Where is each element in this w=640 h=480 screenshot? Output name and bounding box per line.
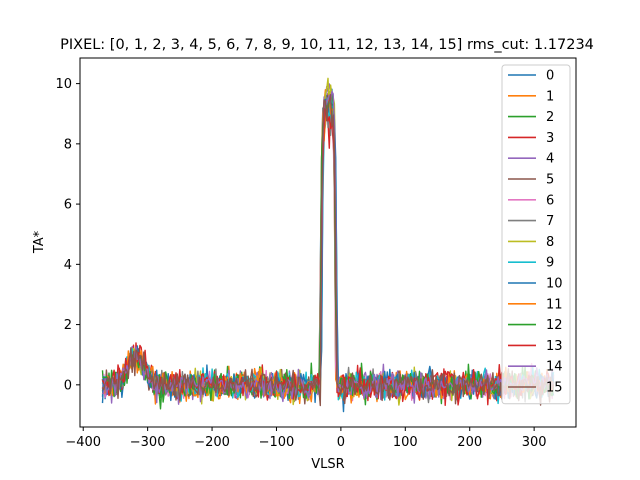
y-tick-label: 6 bbox=[64, 198, 72, 213]
legend-entry: 11 bbox=[546, 297, 563, 312]
x-tick-label: −300 bbox=[130, 435, 166, 450]
y-tick-label: 2 bbox=[64, 318, 72, 333]
legend-entry: 4 bbox=[546, 152, 554, 167]
y-axis: 0 2 4 6 8 10 bbox=[55, 77, 80, 393]
legend-entry: 3 bbox=[546, 131, 554, 146]
y-tick-label: 8 bbox=[64, 137, 72, 152]
legend-box bbox=[501, 64, 571, 405]
legend-entry: 1 bbox=[546, 89, 554, 104]
y-tick-label: 4 bbox=[64, 258, 72, 273]
legend-entry: 2 bbox=[546, 110, 554, 125]
legend-entry: 15 bbox=[546, 381, 563, 396]
x-axis-label: VLSR bbox=[311, 457, 344, 472]
x-tick-label: 100 bbox=[393, 435, 418, 450]
y-axis-label: TA* bbox=[32, 230, 47, 254]
legend-entry: 7 bbox=[546, 214, 554, 229]
y-tick-label: 10 bbox=[55, 77, 72, 92]
y-tick-label: 0 bbox=[64, 378, 72, 393]
legend-entry: 0 bbox=[546, 69, 554, 84]
legend-entry: 8 bbox=[546, 235, 554, 250]
plot-frame bbox=[79, 57, 577, 428]
chart-title: PIXEL: [0, 1, 2, 3, 4, 5, 6, 7, 8, 9, 10… bbox=[60, 37, 594, 53]
legend-entry: 12 bbox=[546, 318, 563, 333]
x-tick-label: −400 bbox=[65, 435, 101, 450]
x-tick-label: 200 bbox=[457, 435, 482, 450]
legend-entry: 6 bbox=[546, 193, 554, 208]
legend-entry: 5 bbox=[546, 173, 554, 188]
x-tick-label: 300 bbox=[522, 435, 547, 450]
x-tick-label: −200 bbox=[194, 435, 230, 450]
x-tick-label: −100 bbox=[259, 435, 295, 450]
x-axis: −400 −300 −200 −100 0 100 200 300 bbox=[65, 427, 547, 450]
legend-entry: 13 bbox=[546, 339, 563, 354]
series-line-15 bbox=[101, 93, 555, 406]
legend-entry: 14 bbox=[546, 360, 563, 375]
legend-entry: 10 bbox=[546, 277, 563, 292]
series-layer bbox=[101, 77, 555, 413]
legend-entry: 9 bbox=[546, 256, 554, 271]
x-tick-label: 0 bbox=[337, 435, 345, 450]
